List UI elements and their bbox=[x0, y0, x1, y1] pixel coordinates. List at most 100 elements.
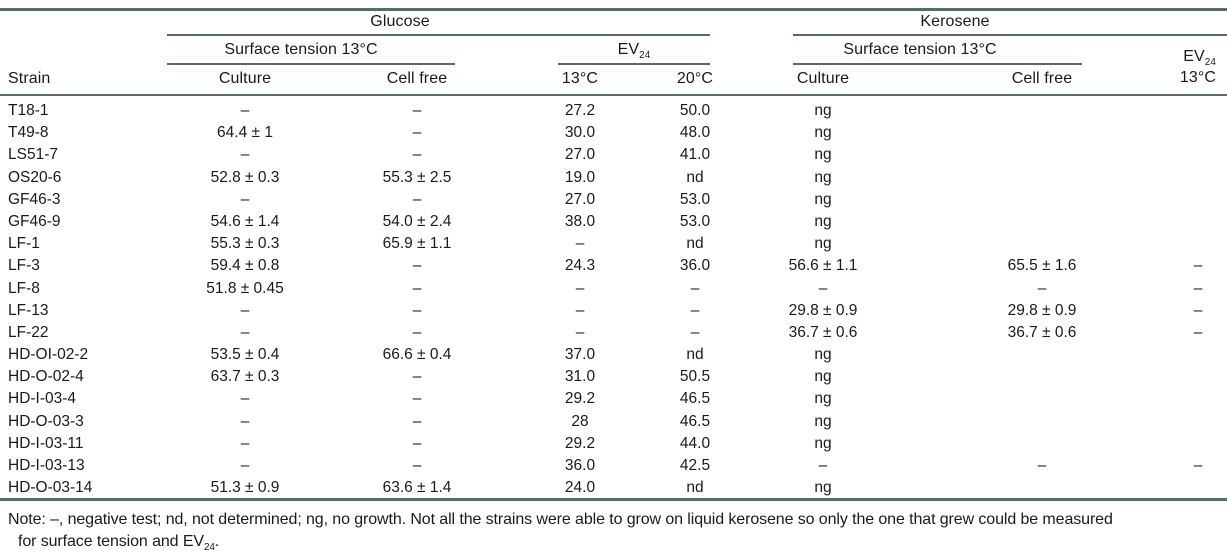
table-row: HD-I-03-4 – – 29.2 46.5 ng bbox=[0, 388, 1227, 410]
rule-glucose-st-underline bbox=[167, 63, 455, 65]
value-cell: 59.4 ± 0.8 bbox=[210, 257, 280, 275]
column-header-culture-glucose: Culture bbox=[218, 70, 272, 87]
table-row: T49-8 64.4 ± 1 – 30.0 48.0 ng bbox=[0, 122, 1227, 144]
rule-table-bottom bbox=[0, 498, 1227, 501]
column-header-13c: 13°C bbox=[561, 70, 599, 87]
strain-cell: GF46-3 bbox=[8, 190, 61, 208]
value-cell: 27.0 bbox=[564, 146, 596, 164]
table-row: LF-1 55.3 ± 0.3 65.9 ± 1.1 – nd ng bbox=[0, 233, 1227, 255]
strain-cell: HD-O-02-4 bbox=[8, 368, 84, 386]
value-cell: 36.0 bbox=[564, 457, 596, 474]
value-cell: – bbox=[412, 257, 422, 275]
value-cell: 53.0 bbox=[679, 212, 711, 230]
value-cell: 29.8 ± 0.9 bbox=[788, 301, 858, 319]
table-row: OS20-6 52.8 ± 0.3 55.3 ± 2.5 19.0 nd ng bbox=[0, 167, 1227, 189]
value-cell: 31.0 bbox=[564, 368, 596, 386]
value-cell: 27.0 bbox=[564, 190, 596, 208]
value-cell: 27.2 bbox=[564, 102, 596, 119]
value-cell: – bbox=[412, 368, 422, 386]
table-row: HD-OI-02-2 53.5 ± 0.4 66.6 ± 0.4 37.0 nd ng bbox=[0, 344, 1227, 366]
value-cell: 24.0 bbox=[564, 479, 596, 497]
value-cell: 50.0 bbox=[679, 102, 711, 119]
value-cell: 42.5 bbox=[679, 457, 711, 474]
value-cell: 55.3 ± 2.5 bbox=[382, 168, 452, 186]
value-cell: – bbox=[412, 412, 422, 430]
rule-kerosene-st-underline bbox=[793, 63, 1082, 65]
value-cell: ng bbox=[814, 412, 832, 430]
strain-cell: LF-3 bbox=[8, 257, 40, 275]
column-header-20c: 20°C bbox=[676, 70, 714, 87]
table-row: LF-8 51.8 ± 0.45 – – – – – – bbox=[0, 278, 1227, 300]
table-body: T18-1 – – 27.2 50.0 ng T49-8 64.4 ± 1 – 30.0 48.0 n… bbox=[0, 100, 1227, 499]
value-cell: ng bbox=[814, 346, 832, 364]
value-cell: – bbox=[818, 457, 828, 474]
value-cell: – bbox=[240, 457, 250, 474]
strain-cell: LS51-7 bbox=[8, 146, 58, 164]
value-cell: – bbox=[690, 301, 700, 319]
value-cell: 64.4 ± 1 bbox=[217, 124, 273, 142]
value-cell: – bbox=[1037, 457, 1047, 474]
value-cell: 24.3 bbox=[564, 257, 596, 275]
ev-text: EV bbox=[1183, 48, 1205, 65]
table-row: T18-1 – – 27.2 50.0 ng bbox=[0, 100, 1227, 122]
value-cell: ng bbox=[814, 434, 832, 452]
value-cell: 53.5 ± 0.4 bbox=[210, 346, 280, 364]
value-cell: ng bbox=[814, 168, 832, 186]
ev-text: EV bbox=[182, 533, 204, 550]
strain-cell: HD-O-03-14 bbox=[8, 479, 93, 497]
value-cell: – bbox=[412, 146, 422, 164]
value-cell: 36.7 ± 0.6 bbox=[1007, 323, 1077, 341]
value-cell: 36.0 bbox=[679, 257, 711, 275]
table-note: Note: –, negative test; nd, not determin… bbox=[8, 509, 1223, 553]
value-cell: 63.6 ± 1.4 bbox=[382, 479, 452, 497]
value-cell: 54.0 ± 2.4 bbox=[382, 212, 452, 230]
value-cell: – bbox=[412, 124, 422, 142]
value-cell: – bbox=[1193, 257, 1203, 275]
strain-cell: LF-13 bbox=[8, 301, 49, 319]
strain-cell: T18-1 bbox=[8, 102, 49, 119]
ev24-kerosene-line1: EV24 bbox=[1141, 46, 1216, 68]
value-cell: ng bbox=[814, 479, 832, 497]
value-cell: 55.3 ± 0.3 bbox=[210, 235, 280, 253]
value-cell: ng bbox=[814, 190, 832, 208]
rule-glucose-underline bbox=[167, 34, 710, 36]
value-cell: – bbox=[1037, 279, 1047, 297]
value-cell: – bbox=[240, 323, 250, 341]
strain-cell: HD-I-03-11 bbox=[8, 434, 84, 452]
value-cell: 44.0 bbox=[679, 434, 711, 452]
strain-cell: T49-8 bbox=[8, 124, 49, 142]
value-cell: – bbox=[412, 323, 422, 341]
value-cell: – bbox=[240, 390, 250, 408]
value-cell: 63.7 ± 0.3 bbox=[210, 368, 280, 386]
strain-cell: LF-22 bbox=[8, 323, 49, 341]
value-cell: 54.6 ± 1.4 bbox=[210, 212, 280, 230]
value-cell: 53.0 bbox=[679, 190, 711, 208]
value-cell: 46.5 bbox=[679, 412, 711, 430]
value-cell: – bbox=[575, 323, 585, 341]
ev24-kerosene-line2: 13°C bbox=[1179, 69, 1216, 86]
column-header-strain: Strain bbox=[8, 70, 51, 87]
table-row: LF-13 – – – – 29.8 ± 0.9 29.8 ± 0.9 – bbox=[0, 300, 1227, 322]
value-cell: 37.0 bbox=[564, 346, 596, 364]
value-cell: – bbox=[240, 301, 250, 319]
value-cell: 29.2 bbox=[564, 434, 596, 452]
value-cell: – bbox=[412, 102, 422, 119]
subheader-surface-tension-glucose: Surface tension 13°C bbox=[224, 41, 378, 58]
value-cell: 36.7 ± 0.6 bbox=[788, 323, 858, 341]
group-header-glucose: Glucose bbox=[370, 13, 430, 30]
column-header-cellfree-glucose: Cell free bbox=[386, 70, 448, 87]
value-cell: – bbox=[240, 434, 250, 452]
value-cell: – bbox=[412, 457, 422, 474]
value-cell: – bbox=[412, 301, 422, 319]
rule-glucose-ev-underline bbox=[558, 63, 710, 65]
ev-subscript: 24 bbox=[639, 50, 651, 62]
table-row: HD-I-03-11 – – 29.2 44.0 ng bbox=[0, 433, 1227, 455]
subheader-ev24-kerosene: EV24 13°C bbox=[1141, 46, 1216, 88]
table-row: LF-3 59.4 ± 0.8 – 24.3 36.0 56.6 ± 1.1 65.5 ± … bbox=[0, 255, 1227, 277]
value-cell: ng bbox=[814, 235, 832, 253]
value-cell: 29.8 ± 0.9 bbox=[1007, 301, 1077, 319]
value-cell: – bbox=[690, 323, 700, 341]
value-cell: – bbox=[1193, 457, 1203, 474]
group-header-kerosene: Kerosene bbox=[920, 13, 990, 30]
value-cell: – bbox=[1193, 279, 1203, 297]
